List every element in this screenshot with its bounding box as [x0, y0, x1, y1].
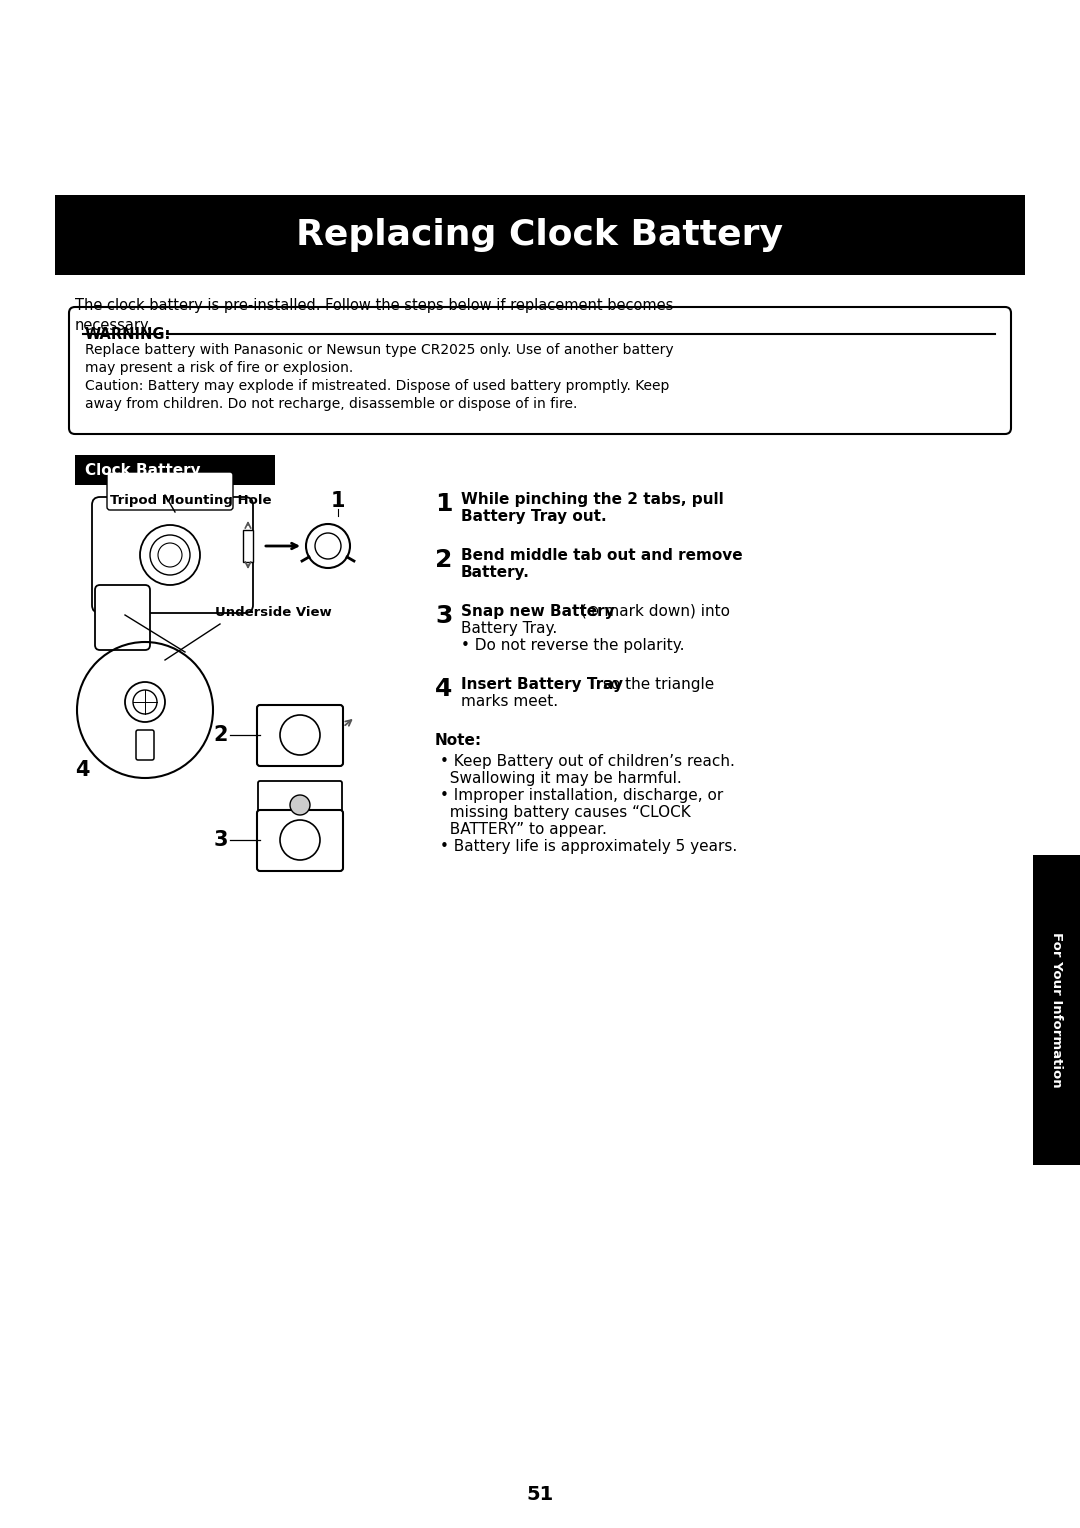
Text: • Improper installation, discharge, or: • Improper installation, discharge, or	[440, 788, 724, 804]
Text: 1: 1	[435, 492, 453, 516]
Text: The clock battery is pre-installed. Follow the steps below if replacement become: The clock battery is pre-installed. Foll…	[75, 298, 673, 313]
Text: While pinching the 2 tabs, pull: While pinching the 2 tabs, pull	[461, 492, 724, 507]
FancyBboxPatch shape	[258, 781, 342, 814]
Bar	[75, 455, 275, 484]
FancyBboxPatch shape	[136, 730, 154, 759]
Text: Underside View: Underside View	[215, 607, 332, 619]
Text: Replacing Clock Battery: Replacing Clock Battery	[297, 219, 783, 252]
Text: Battery Tray.: Battery Tray.	[461, 620, 557, 636]
Text: away from children. Do not recharge, disassemble or dispose of in fire.: away from children. Do not recharge, dis…	[85, 397, 578, 411]
Text: • Battery life is approximately 5 years.: • Battery life is approximately 5 years.	[440, 839, 738, 854]
Text: may present a risk of fire or explosion.: may present a risk of fire or explosion.	[85, 361, 353, 374]
Bar	[243, 530, 253, 562]
Text: BATTERY” to appear.: BATTERY” to appear.	[440, 822, 607, 837]
Text: Snap new Battery: Snap new Battery	[461, 604, 615, 619]
Text: 51: 51	[526, 1485, 554, 1505]
Text: 2: 2	[435, 549, 453, 571]
Text: necessary.: necessary.	[75, 318, 152, 333]
Text: Battery Tray out.: Battery Tray out.	[461, 509, 607, 524]
Text: Caution: Battery may explode if mistreated. Dispose of used battery promptly. Ke: Caution: Battery may explode if mistreat…	[85, 379, 670, 393]
Text: For Your Information: For Your Information	[1050, 932, 1063, 1088]
Text: • Keep Battery out of children’s reach.: • Keep Battery out of children’s reach.	[440, 753, 734, 769]
Text: 3: 3	[435, 604, 453, 628]
Text: Clock Battery: Clock Battery	[85, 463, 201, 477]
Text: • Do not reverse the polarity.: • Do not reverse the polarity.	[461, 639, 685, 652]
Text: Note:: Note:	[435, 733, 482, 749]
Bar	[55, 196, 1025, 275]
Text: (⊕ mark down) into: (⊕ mark down) into	[577, 604, 730, 619]
Text: marks meet.: marks meet.	[461, 694, 558, 709]
Text: so the triangle: so the triangle	[598, 677, 714, 692]
FancyBboxPatch shape	[257, 810, 343, 871]
Text: Swallowing it may be harmful.: Swallowing it may be harmful.	[440, 772, 681, 785]
Text: 1: 1	[330, 490, 346, 510]
FancyBboxPatch shape	[92, 497, 253, 613]
Bar	[1032, 856, 1080, 1164]
Text: 4: 4	[435, 677, 453, 701]
Text: Replace battery with Panasonic or Newsun type CR2025 only. Use of another batter: Replace battery with Panasonic or Newsun…	[85, 342, 674, 358]
Text: 4: 4	[75, 759, 90, 779]
Text: Battery.: Battery.	[461, 565, 530, 581]
Text: 2: 2	[214, 724, 228, 746]
FancyBboxPatch shape	[107, 472, 233, 510]
FancyBboxPatch shape	[69, 307, 1011, 434]
Circle shape	[291, 795, 310, 814]
Text: missing battery causes “CLOCK: missing battery causes “CLOCK	[440, 805, 691, 821]
FancyBboxPatch shape	[95, 585, 150, 649]
Text: WARNING:: WARNING:	[85, 327, 172, 342]
Text: Bend middle tab out and remove: Bend middle tab out and remove	[461, 549, 743, 562]
Text: Insert Battery Tray: Insert Battery Tray	[461, 677, 623, 692]
Text: Tripod Mounting Hole: Tripod Mounting Hole	[110, 494, 271, 507]
Text: 3: 3	[214, 830, 228, 850]
FancyBboxPatch shape	[257, 704, 343, 766]
